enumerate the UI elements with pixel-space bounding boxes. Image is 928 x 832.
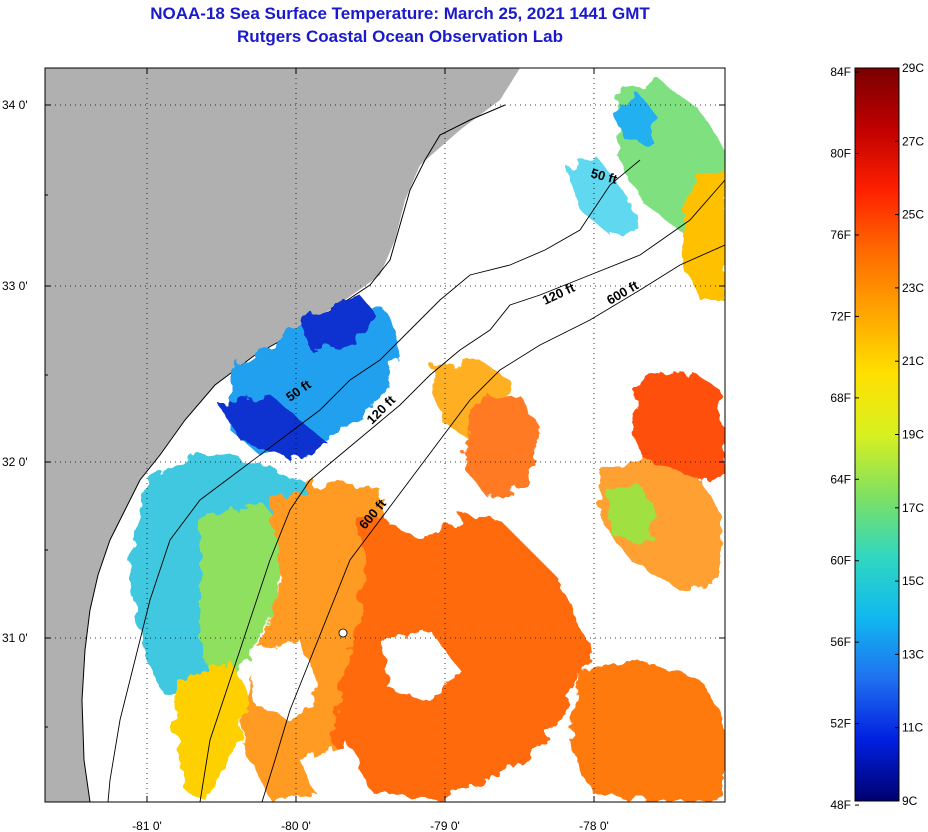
colorbar-celsius-label: 11C <box>902 721 923 735</box>
isobath-label: 50 ft <box>589 165 619 187</box>
colorbar-celsius-label: 15C <box>902 574 924 588</box>
map-subtitle: Rutgers Coastal Ocean Observation Lab <box>237 27 563 46</box>
colorbar-scale <box>854 67 900 802</box>
lat-label: 31 0' <box>2 631 28 645</box>
sst-patch <box>300 295 380 350</box>
sst-data-layer <box>130 80 725 802</box>
colorbar-fahrenheit-label: 68F <box>830 391 851 405</box>
colorbar-celsius-label: 13C <box>902 647 924 661</box>
sst-patch <box>330 505 590 800</box>
sst-patch <box>610 95 660 145</box>
station-marker <box>338 628 348 638</box>
colorbar-celsius-label: 29C <box>902 61 924 75</box>
colorbar-celsius-label: 25C <box>902 208 924 222</box>
lat-label: 32 0' <box>2 455 28 469</box>
sst-patch <box>605 485 660 545</box>
sst-patch <box>570 660 725 802</box>
sst-patch <box>465 395 540 500</box>
isobath-50ft <box>107 159 641 802</box>
map-frame <box>44 67 726 803</box>
sst-patch <box>200 500 285 690</box>
colorbar-celsius-label: 9C <box>902 794 918 808</box>
colorbar-celsius-label: 19C <box>902 428 924 442</box>
colorbar-fahrenheit-label: 64F <box>830 472 851 486</box>
sst-patch <box>630 370 725 490</box>
sst-map: 34 0' 33 0' 32 0' 31 0' -81 0' -80 0' -7… <box>2 67 726 832</box>
colorbar-fahrenheit-label: 76F <box>830 228 851 242</box>
colorbar-fahrenheit-label: 56F <box>830 635 851 649</box>
map-title: NOAA-18 Sea Surface Temperature: March 2… <box>150 4 650 23</box>
coastline <box>81 104 506 802</box>
colorbar-fahrenheit-label: 52F <box>830 717 851 731</box>
sst-patch <box>680 170 725 300</box>
sst-patch <box>220 395 330 460</box>
land-area <box>45 68 520 802</box>
colorbar-celsius-label: 27C <box>902 134 924 148</box>
lon-label: -81 0' <box>132 819 162 832</box>
colorbar-fahrenheit-label: 60F <box>830 554 851 568</box>
colorbar-fahrenheit-label: 72F <box>830 309 851 323</box>
colorbar-celsius-label: 23C <box>902 281 924 295</box>
isobath-600ft <box>261 244 725 802</box>
colorbar-celsius-label: 17C <box>902 501 924 515</box>
graticule <box>45 68 725 802</box>
isobath-120ft <box>199 179 725 802</box>
axis-ticks <box>45 68 725 802</box>
colorbar-celsius-label: 21C <box>902 354 924 368</box>
colorbar-fahrenheit-label: 84F <box>830 65 851 79</box>
lon-label: -78 0' <box>579 819 609 832</box>
colorbar-fahrenheit-label: 48F <box>830 798 851 812</box>
colorbar-fahrenheit-label: 80F <box>830 147 851 161</box>
lon-label: -80 0' <box>281 819 311 832</box>
lat-label: 34 0' <box>2 98 28 112</box>
sst-patch <box>175 660 250 800</box>
cloud-mask <box>250 210 680 802</box>
sst-patch <box>565 160 640 235</box>
lat-label: 33 0' <box>2 279 28 293</box>
lon-label: -79 0' <box>430 819 460 832</box>
